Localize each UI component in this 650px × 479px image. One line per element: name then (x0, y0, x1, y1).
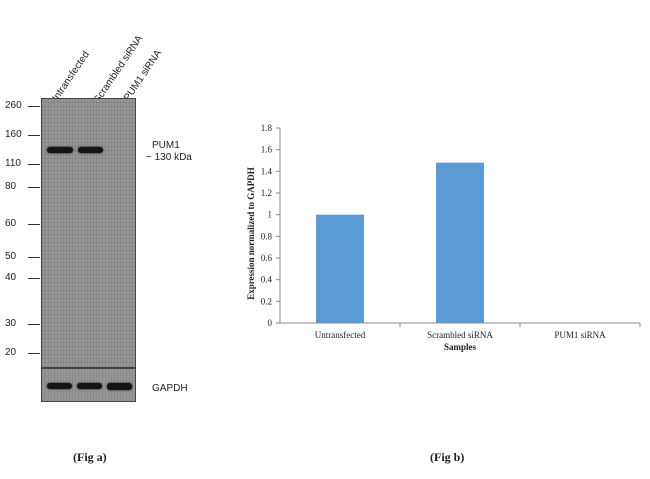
y-tick-label: 0 (268, 318, 273, 328)
y-tick-label: 0.6 (261, 253, 273, 263)
y-tick-label: 0.8 (261, 231, 273, 241)
y-tick-label: 1 (268, 210, 273, 220)
blot-membrane-gapdh (41, 368, 136, 402)
bar-scrambled-sirna (436, 162, 484, 323)
y-tick-label: 1.6 (261, 145, 273, 155)
band-pum1-scrambled (78, 147, 103, 153)
x-tick-label: Scrambled siRNA (427, 330, 493, 340)
band-pum1-untransfected (47, 147, 73, 153)
x-tick-label: Untransfected (315, 330, 366, 340)
blot-membrane-main (41, 98, 136, 368)
y-tick-label: 0.2 (261, 296, 272, 306)
band-gapdh-scrambled (77, 383, 102, 389)
band-gapdh-pum1 (107, 383, 132, 390)
y-tick-label: 1.2 (261, 188, 272, 198)
loading-control-label: GAPDH (152, 383, 188, 394)
fig-a-caption: (Fig a) (73, 450, 107, 464)
x-tick-label: PUM1 siRNA (554, 330, 606, 340)
band-gapdh-untransfected (47, 383, 72, 389)
lane-label-scrambled-sirna: Scrambled siRNA (92, 33, 146, 106)
y-axis-title: Expression normalized to GAPDH (246, 167, 256, 300)
bar-chart: 0 0.2 0.4 0.6 0.8 1 1.2 1.4 1.6 1.8 Untransfected S… (246, 123, 641, 352)
y-tick-label: 1.4 (261, 166, 273, 176)
y-tick-label: 1.8 (261, 123, 273, 133)
x-axis-title: Samples (444, 342, 477, 352)
bar-untransfected (316, 214, 364, 323)
target-size-label: ~ 130 kDa (146, 152, 192, 163)
y-tick-label: 0.4 (261, 275, 273, 285)
target-protein-label: PUM1 (152, 140, 180, 151)
fig-b-caption: (Fig b) (430, 450, 465, 464)
